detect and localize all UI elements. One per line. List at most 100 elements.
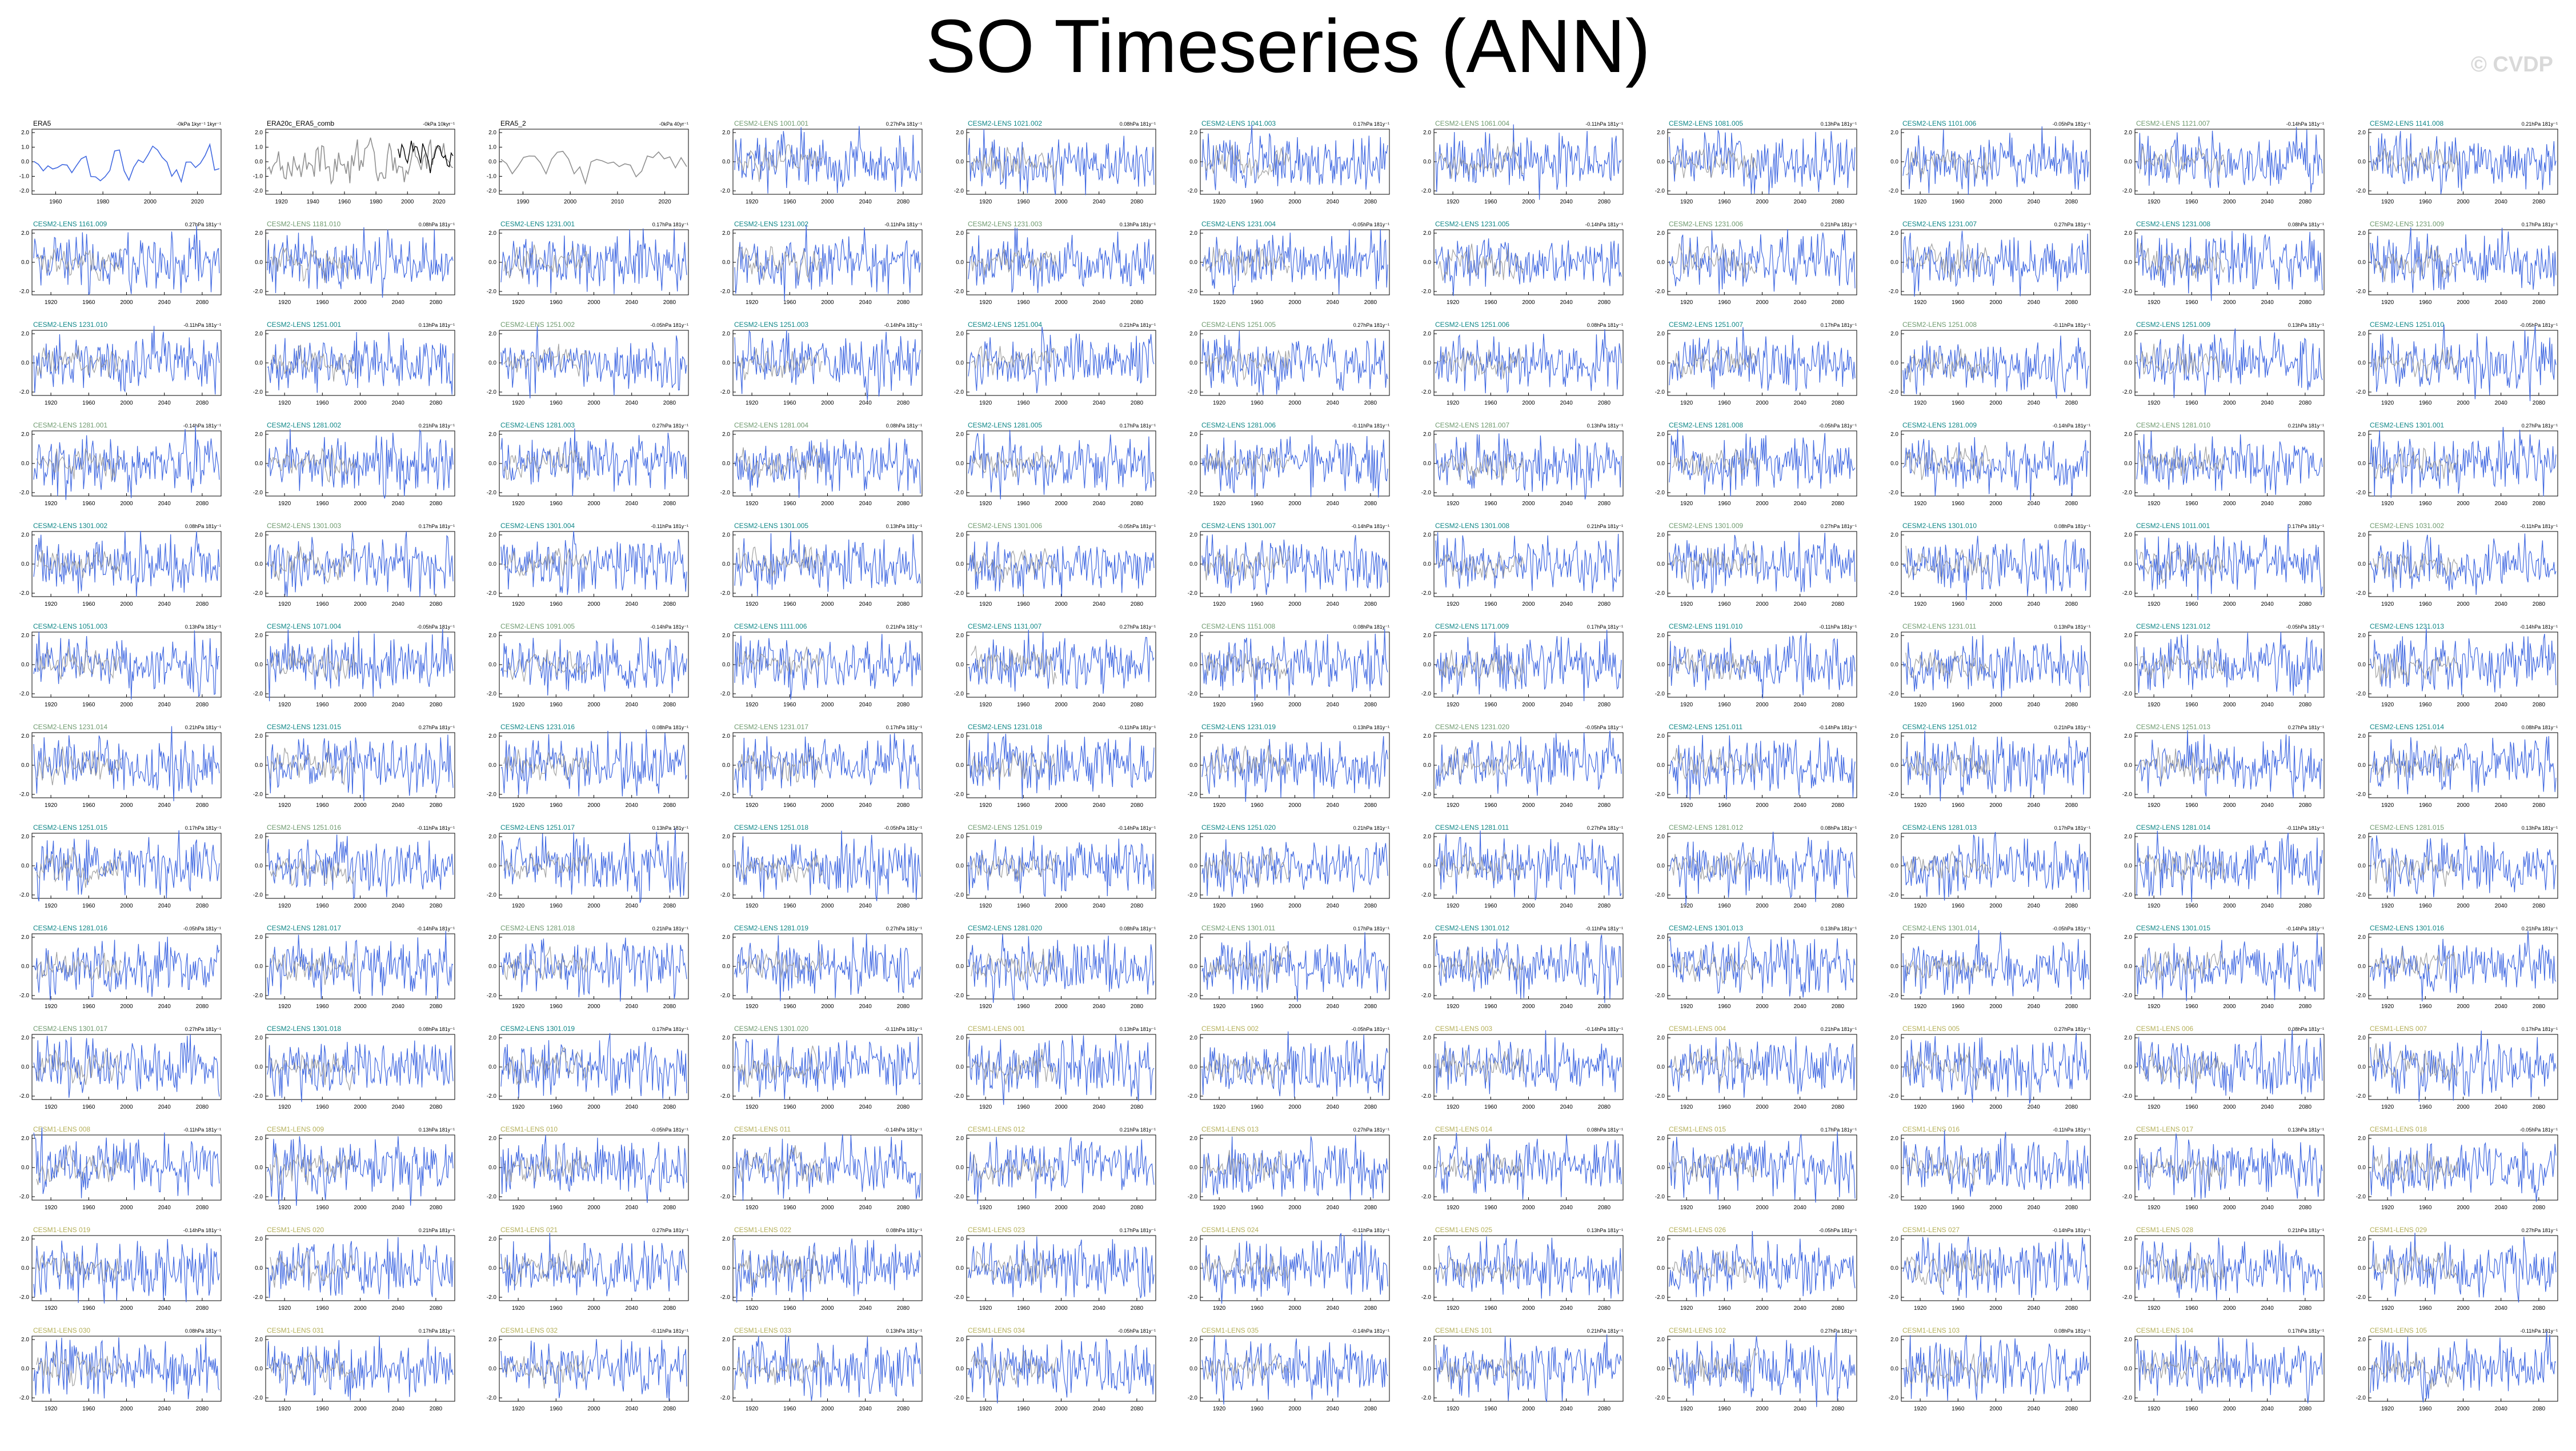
x-tick-label: 1960 [1251,299,1264,306]
model-panel: CESM2-LENS 1301.015 -0.14hPa 181y⁻¹2.00.0… [2122,924,2325,1010]
x-tick-label: 1960 [1718,802,1731,809]
model-series-line [1435,830,1622,901]
y-tick-label: 2.0 [1890,1136,1898,1142]
obs-panel: ERA5 -0kPa 1kyr⁻¹ 1kyr⁻¹2.01.00.0-1.0-2.0… [19,119,222,205]
model-panel: CESM1-LENS 003 -0.14hPa 181y⁻¹2.00.0-2.01… [1421,1025,1624,1110]
obs-overlay-line [971,147,1057,180]
y-tick-label: -2.0 [1889,1093,1899,1100]
y-tick-label: -2.0 [19,1395,30,1401]
x-tick-label: 1960 [1718,400,1731,406]
y-tick-label: 2.0 [1423,1236,1431,1242]
y-tick-label: 0.0 [488,461,496,467]
panel-title: CESM1-LENS 002 [1201,1025,1259,1033]
x-tick-label: 2000 [1989,1004,2002,1010]
panel-title: CESM2-LENS 1231.014 [33,723,107,731]
x-tick-label: 1960 [82,1104,95,1110]
panel-title: CESM2-LENS 1231.007 [1902,220,1977,228]
x-tick-label: 2000 [120,1406,133,1412]
y-tick-label: -2.0 [2122,691,2133,697]
x-tick-label: 2000 [2457,400,2470,406]
trend-label: 0.21hPa 181y⁻¹ [1120,322,1156,328]
x-tick-label: 1920 [512,802,525,809]
x-tick-label: 2000 [1288,1205,1301,1211]
x-tick-label: 2000 [1055,903,1068,909]
x-tick-label: 1960 [1251,1305,1264,1312]
x-tick-label: 1920 [2381,601,2394,607]
x-tick-label: 2080 [1598,199,1611,205]
panel-title: CESM1-LENS 105 [2370,1326,2427,1334]
obs-overlay-line [504,649,590,682]
x-tick-label: 2000 [2223,1205,2236,1211]
y-tick-label: -1.0 [19,174,30,180]
x-tick-label: 2080 [430,702,443,708]
model-panel: CESM2-LENS 1251.018 -0.05hPa 181y⁻¹2.00.0… [720,824,923,909]
x-tick-label: 1960 [2185,903,2198,909]
x-tick-label: 2040 [626,1004,639,1010]
y-tick-label: 0.0 [2358,762,2366,769]
x-tick-label: 1920 [2381,802,2394,809]
x-tick-label: 2080 [663,702,676,708]
x-tick-label: 2000 [120,1104,133,1110]
trend-label: -0.05hPa 181y⁻¹ [884,825,922,831]
panel-title: CESM2-LENS 1251.003 [734,321,808,329]
x-tick-label: 2080 [1364,1104,1377,1110]
y-tick-label: -2.0 [1889,389,1899,395]
obs-overlay-line [2139,1051,2225,1085]
x-tick-label: 1920 [979,1004,992,1010]
x-tick-label: 1960 [316,802,329,809]
model-panel: CESM2-LENS 1231.005 -0.14hPa 181y⁻¹2.00.0… [1421,220,1624,306]
obs-overlay-line [2139,1156,2225,1188]
y-tick-label: -2.0 [1421,1395,1432,1401]
x-tick-label: 2040 [2028,601,2041,607]
trend-label: 0.13hPa 181y⁻¹ [2288,1127,2324,1133]
obs-overlay-line [1438,650,1524,682]
model-series-line [2370,1233,2557,1303]
x-tick-label: 2040 [1327,199,1340,205]
x-tick-label: 2040 [1093,702,1106,708]
panel-title: CESM2-LENS 1301.011 [1201,924,1276,932]
x-tick-label: 2080 [2533,702,2546,708]
trend-label: -0.11hPa 181y⁻¹ [2053,1127,2090,1133]
model-series-line [1669,229,1856,294]
x-tick-label: 2080 [430,400,443,406]
model-panel: CESM2-LENS 1061.004 -0.11hPa 181y⁻¹2.00.0… [1421,119,1624,205]
panel-title: CESM2-LENS 1251.012 [1902,723,1977,731]
model-panel: CESM2-LENS 1301.016 0.21hPa 181y⁻¹2.00.0-… [2356,924,2558,1010]
x-tick-label: 1920 [512,1406,525,1412]
model-series-line [968,430,1155,499]
y-tick-label: 0.0 [255,1265,263,1272]
x-tick-label: 2040 [1327,299,1340,306]
trend-label: 0.21hPa 181y⁻¹ [2054,725,2090,730]
panel-title: CESM2-LENS 1231.015 [267,723,341,731]
panel-frame [1200,229,1390,295]
x-tick-label: 2040 [859,903,872,909]
y-tick-label: -2.0 [954,1294,964,1301]
y-tick-label: 2.0 [21,1236,29,1242]
x-tick-label: 2080 [2299,501,2312,507]
y-tick-label: -2.0 [19,188,30,194]
y-tick-label: 2.0 [1657,1337,1665,1343]
x-tick-label: 1920 [45,1104,58,1110]
y-tick-label: -2.0 [1655,1194,1665,1200]
y-tick-label: -2.0 [1655,1395,1665,1401]
x-tick-label: 2080 [1598,1305,1611,1312]
y-tick-label: -2.0 [954,993,964,999]
trend-label: -0.14hPa 181y⁻¹ [651,624,688,630]
y-tick-label: 2.0 [2124,1035,2132,1041]
x-tick-label: 2040 [859,400,872,406]
x-tick-label: 2000 [821,1406,834,1412]
panel-title: CESM2-LENS 1301.016 [2370,924,2444,932]
y-tick-label: -2.0 [2122,1395,2133,1401]
x-tick-label: 1960 [2419,1205,2432,1211]
model-panel: CESM1-LENS 026 -0.05hPa 181y⁻¹2.00.0-2.01… [1655,1226,1857,1312]
model-panel: CESM1-LENS 001 0.13hPa 181y⁻¹2.00.0-2.019… [954,1025,1156,1110]
y-tick-label: 2.0 [1189,1136,1197,1142]
y-tick-label: -2.0 [954,389,964,395]
model-panel: CESM1-LENS 016 -0.11hPa 181y⁻¹2.00.0-2.01… [1889,1125,2091,1211]
x-tick-label: 2080 [1364,1305,1377,1312]
x-tick-label: 1920 [45,1305,58,1312]
x-tick-label: 2000 [1055,702,1068,708]
trend-label: -0.14hPa 181y⁻¹ [2053,1228,2090,1233]
x-tick-label: 2040 [2495,400,2508,406]
x-tick-label: 2080 [1131,299,1144,306]
